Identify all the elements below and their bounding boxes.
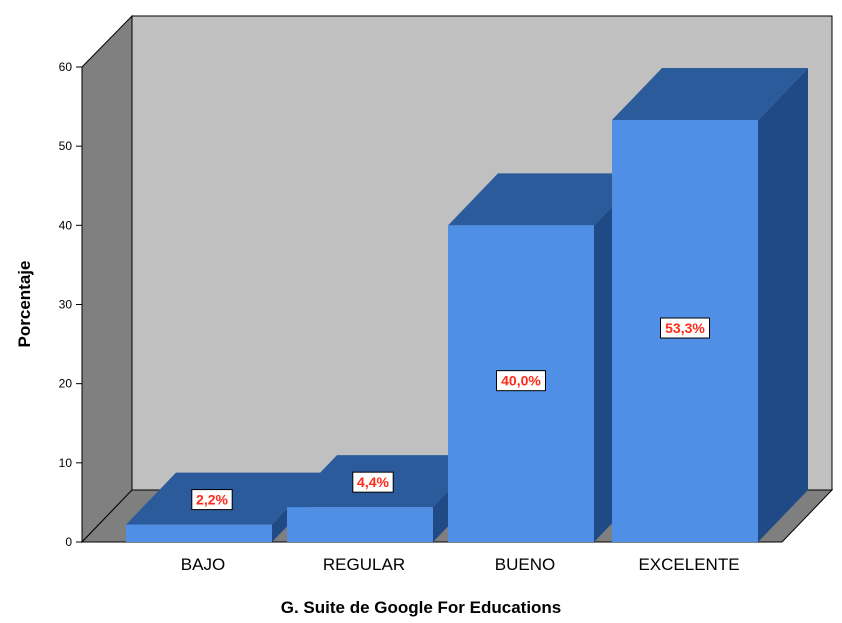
category-label: REGULAR — [323, 555, 405, 574]
data-label-text: 53,3% — [665, 320, 705, 336]
y-ticks: 0 10 20 30 40 50 60 — [59, 60, 82, 549]
data-label-box — [191, 489, 233, 511]
y-tick-label: 10 — [59, 456, 73, 470]
data-label: 4,4% — [352, 471, 394, 493]
data-label: 53,3% — [660, 317, 710, 339]
category-labels: BAJO REGULAR BUENO EXCELENTE — [181, 555, 740, 574]
category-label: BUENO — [495, 555, 555, 574]
bars: 2,2% 4,4% 40,0% 53,3% — [126, 68, 808, 543]
y-tick-label: 60 — [59, 60, 73, 74]
y-tick-label: 20 — [59, 377, 73, 391]
data-label-text: 2,2% — [196, 492, 228, 508]
data-label-text: 40,0% — [501, 373, 541, 389]
bar-excelente: 53,3% — [612, 68, 808, 543]
bar-front — [126, 524, 272, 542]
data-label-box — [496, 370, 546, 392]
data-label-text: 4,4% — [357, 474, 389, 490]
y-tick-label: 30 — [59, 298, 73, 312]
data-label-box — [352, 471, 394, 493]
x-axis-title: G. Suite de Google For Educations — [281, 598, 562, 617]
bar-front — [287, 507, 433, 542]
category-label: BAJO — [181, 555, 225, 574]
y-tick-label: 50 — [59, 139, 73, 153]
bar-side — [758, 68, 808, 543]
category-label: EXCELENTE — [638, 555, 739, 574]
bar-top — [612, 68, 808, 121]
bar-top — [448, 173, 644, 226]
data-label: 2,2% — [191, 489, 233, 511]
data-label-box — [660, 317, 710, 339]
y-tick-label: 0 — [65, 535, 72, 549]
y-axis-title: Porcentaje — [15, 261, 34, 348]
y-tick-label: 40 — [59, 218, 73, 232]
left-wall — [81, 14, 133, 544]
data-label: 40,0% — [496, 370, 546, 392]
